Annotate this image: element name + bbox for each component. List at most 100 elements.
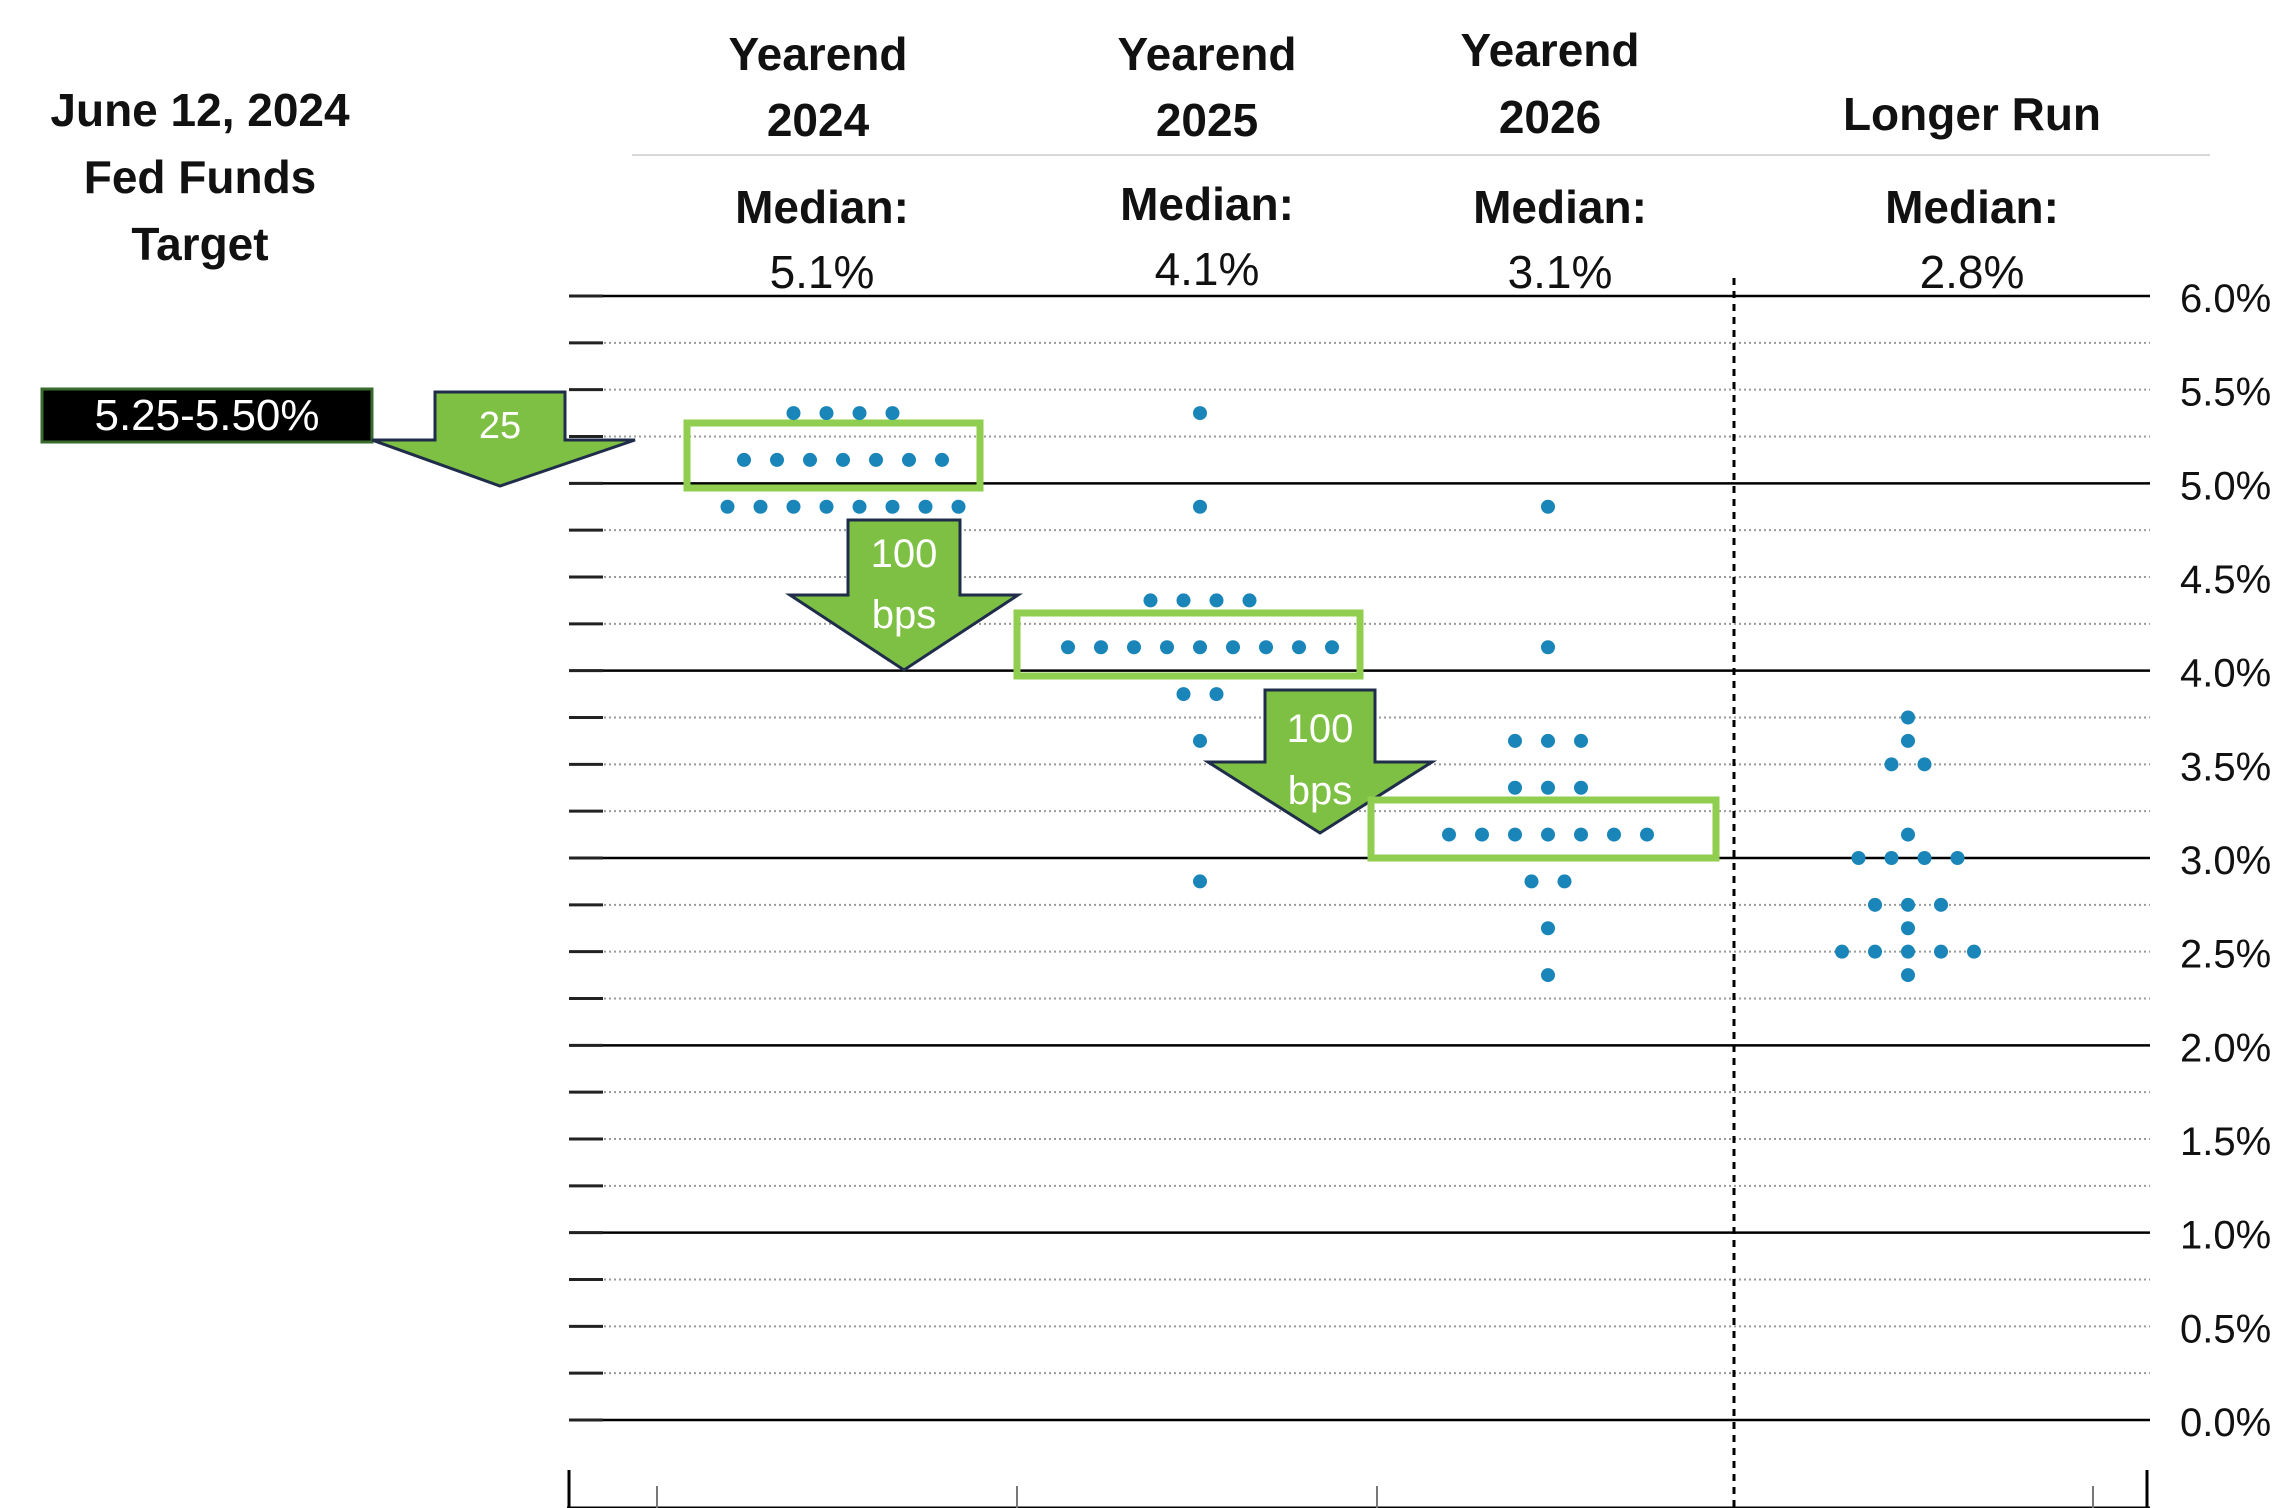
y-tick-label: 2.0% (2180, 1026, 2271, 1070)
y-tick-label: 5.5% (2180, 371, 2271, 415)
participant-dot (753, 499, 768, 514)
participant-dot (1541, 499, 1555, 514)
left-title-line2: Fed Funds (84, 151, 317, 203)
participant-dot (1442, 827, 1456, 842)
participant-dot (819, 499, 834, 514)
participant-dot (1176, 593, 1191, 608)
col-2024-line2: 2024 (767, 94, 870, 146)
y-tick-label: 3.0% (2180, 839, 2271, 883)
participant-dot (1061, 640, 1075, 655)
participant-dot (1901, 968, 1915, 983)
arrow-100bps-2025 (784, 518, 1024, 672)
col-2025-median-label: Median: (1120, 178, 1294, 230)
participant-dot (1851, 851, 1866, 865)
participant-dot (1143, 593, 1158, 608)
col-2026-line1: Yearend (1461, 24, 1640, 76)
participant-dot (885, 406, 900, 421)
participant-dot (1325, 640, 1339, 655)
participant-dot (1640, 827, 1654, 842)
participant-dot (1541, 921, 1555, 936)
participant-dot (1193, 406, 1207, 421)
participant-dot (1835, 944, 1849, 959)
participant-dot (803, 452, 817, 467)
y-tick-label: 0.0% (2180, 1401, 2271, 1445)
participant-dot (1541, 968, 1555, 983)
participant-dot (836, 452, 850, 467)
participant-dot (1259, 640, 1273, 655)
participant-dot (1160, 640, 1174, 655)
left-title-line1: June 12, 2024 (50, 84, 350, 136)
y-tick-label: 4.0% (2180, 652, 2271, 696)
participant-dot (1176, 687, 1191, 702)
participant-dot (1209, 687, 1224, 702)
participant-dot (1557, 874, 1572, 889)
col-longer-run-median-value: 2.8% (1920, 246, 2025, 298)
current-rate-badge-text: 5.25-5.50% (94, 391, 319, 440)
y-tick-label: 2.5% (2180, 933, 2271, 977)
y-tick-label: 0.5% (2180, 1307, 2271, 1351)
participant-dot (951, 499, 966, 514)
participant-dot (852, 499, 867, 514)
participant-dot (1541, 780, 1555, 795)
participant-dot (1574, 780, 1588, 795)
participant-dot (819, 406, 834, 421)
participant-dot (1508, 733, 1522, 748)
col-2026-median-label: Median: (1473, 181, 1647, 233)
participant-dot (1884, 757, 1899, 772)
participant-dot (1541, 827, 1555, 842)
participant-dot (1524, 874, 1539, 889)
y-tick-label: 4.5% (2180, 558, 2271, 602)
median-highlight-2024 (683, 419, 984, 492)
participant-dot (869, 452, 883, 467)
participant-dot (1934, 944, 1948, 959)
arrow-25bps (371, 390, 636, 488)
participant-dot (1917, 851, 1932, 865)
col-2026-median-value: 3.1% (1508, 246, 1613, 298)
col-2026-line2: 2026 (1499, 91, 1601, 143)
participant-dot (1541, 733, 1555, 748)
participant-dot (1901, 921, 1915, 936)
participant-dot (1292, 640, 1306, 655)
median-highlight-2026 (1367, 796, 1720, 862)
participant-dot (1868, 944, 1882, 959)
col-longer-run-line2: Longer Run (1843, 88, 2101, 140)
participant-dot (1242, 593, 1257, 608)
participant-dot (1226, 640, 1240, 655)
participant-dot (1607, 827, 1621, 842)
participant-dot (1868, 897, 1882, 912)
participant-dot (1901, 944, 1915, 959)
participant-dot (1127, 640, 1141, 655)
participant-dot (1193, 733, 1207, 748)
participant-dot (1209, 593, 1224, 608)
participant-dot (1884, 851, 1899, 865)
col-2024-median-label: Median: (735, 181, 909, 233)
participant-dot (852, 406, 867, 421)
participant-dot (1508, 827, 1522, 842)
arrow-100bps-2026-line1: 100 (1287, 707, 1354, 751)
left-title-line3: Target (131, 218, 268, 270)
participant-dot (1541, 640, 1555, 655)
participant-dot (1934, 897, 1948, 912)
participant-dot (1574, 827, 1588, 842)
participant-dot (720, 499, 735, 514)
participant-dot (902, 452, 916, 467)
participant-dot (1475, 827, 1489, 842)
y-axis-tick-labels: 6.0% 5.5% 5.0% 4.5% 4.0% 3.5% 3.0% 2.5% 2.0% 1.5%… (2180, 277, 2271, 1445)
participant-dot (770, 452, 784, 467)
current-rate-badge (40, 387, 374, 444)
participant-dot (1901, 827, 1915, 842)
col-2025-line1: Yearend (1118, 28, 1297, 80)
col-longer-run-median-label: Median: (1885, 181, 2059, 233)
participant-dot (1193, 874, 1207, 889)
participant-dot (885, 499, 900, 514)
participant-dot (737, 452, 751, 467)
participant-dot (918, 499, 933, 514)
y-tick-label: 3.5% (2180, 745, 2271, 789)
participant-dot (1574, 733, 1588, 748)
y-tick-label: 6.0% (2180, 277, 2271, 321)
arrow-100bps-2025-line1: 100 (871, 532, 938, 576)
y-tick-label: 1.0% (2180, 1214, 2271, 1258)
participant-dots (720, 406, 1981, 983)
participant-dot (1901, 710, 1915, 725)
